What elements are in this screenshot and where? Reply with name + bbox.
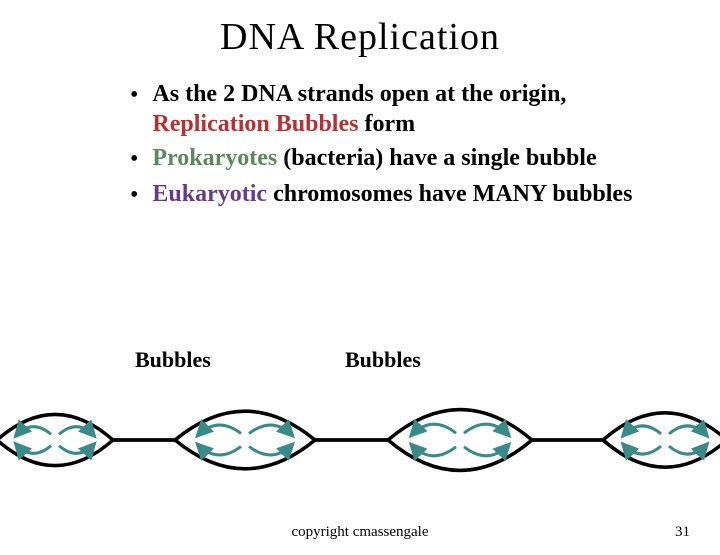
bullet-post: form [358,111,415,137]
bullet-pre: As the 2 DNA strands open at the origin, [152,81,566,107]
bullet-item: • Prokaryotes (bacteria) have a single b… [130,143,640,175]
page-number: 31 [675,524,690,541]
bullet-dot-icon: • [130,79,138,111]
copyright-text: copyright cmassengale [0,524,720,541]
bullet-text: Eukaryotic chromosomes have MANY bubbles [152,179,632,209]
bullet-highlight: Eukaryotic [152,181,267,207]
replication-bubble-diagram [0,375,720,505]
bullet-highlight: Prokaryotes [152,145,277,171]
slide-title: DNA Replication [0,15,720,59]
bullet-dot-icon: • [130,179,138,211]
bullet-item: • As the 2 DNA strands open at the origi… [130,79,640,139]
bubble-label-left: Bubbles [135,347,211,373]
bubble-label-right: Bubbles [345,347,421,373]
bullet-text: Prokaryotes (bacteria) have a single bub… [152,143,596,173]
bullet-dot-icon: • [130,143,138,175]
bullet-post: (bacteria) have a single bubble [277,145,596,171]
bullet-text: As the 2 DNA strands open at the origin,… [152,79,640,139]
bullet-highlight: Replication Bubbles [152,111,358,137]
bullet-list: • As the 2 DNA strands open at the origi… [130,79,640,211]
bullet-item: • Eukaryotic chromosomes have MANY bubbl… [130,179,640,211]
bullet-post: chromosomes have MANY bubbles [267,181,632,207]
